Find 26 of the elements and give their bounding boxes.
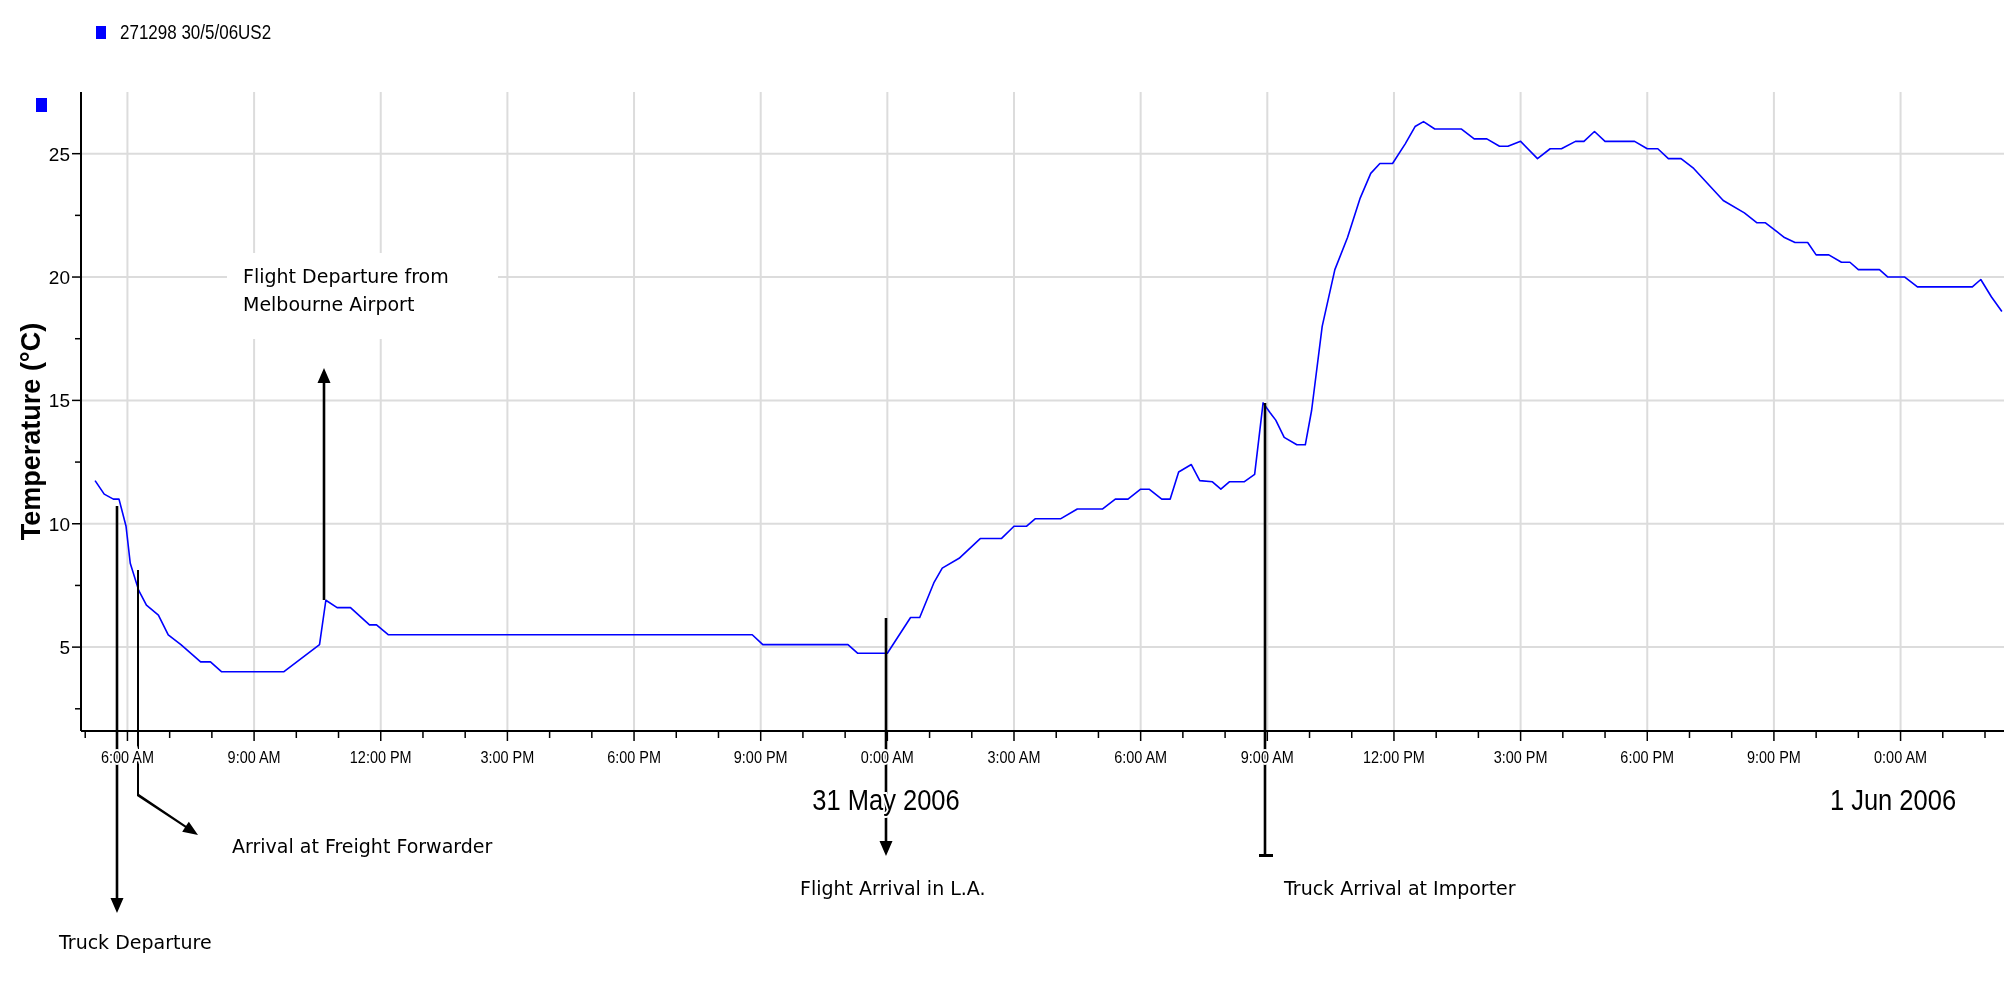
text: Truck Arrival at Importer [1283,877,1516,899]
x-tick-label: 9:00 PM [1747,747,1801,767]
text: 1 Jun 2006 [1829,783,1957,817]
text: Truck Departure [58,931,212,953]
y-tick-label: 25 [48,143,70,165]
x-tick-label: 3:00 PM [480,747,535,767]
annotation: Flight Departure from Melbourne Airport [243,265,449,315]
y-axis-title: Temperature (°C) [16,322,46,541]
x-tick-label: 9:00 AM [227,747,281,767]
y-tick-label: 10 [48,513,70,535]
x-tick-label: 9:00 PM [733,747,788,767]
line-series [94,120,2003,673]
x-tick-label: 12:00 PM [1363,747,1425,767]
x-tick-label: 12:00 PM [349,747,412,767]
x-tick-label: 3:00 PM [1493,747,1548,767]
y-tick-label: 5 [59,637,70,659]
text: Flight Arrival in L.A. [800,877,986,899]
y-tick-label: 20 [48,267,70,289]
x-tick-label: 6:00 PM [1620,747,1675,767]
x-tick-label: 3:00 AM [987,747,1041,767]
x-tick-label: 6:00 PM [607,747,661,767]
y-tick-label: 15 [48,390,70,412]
text: Arrival at Freight Forwarder [232,835,493,857]
legend-label: 271298 30/5/06US2 [120,20,272,44]
x-tick-label: 6:00 AM [1114,747,1168,767]
x-tick-label: 0:00 AM [1874,747,1928,767]
